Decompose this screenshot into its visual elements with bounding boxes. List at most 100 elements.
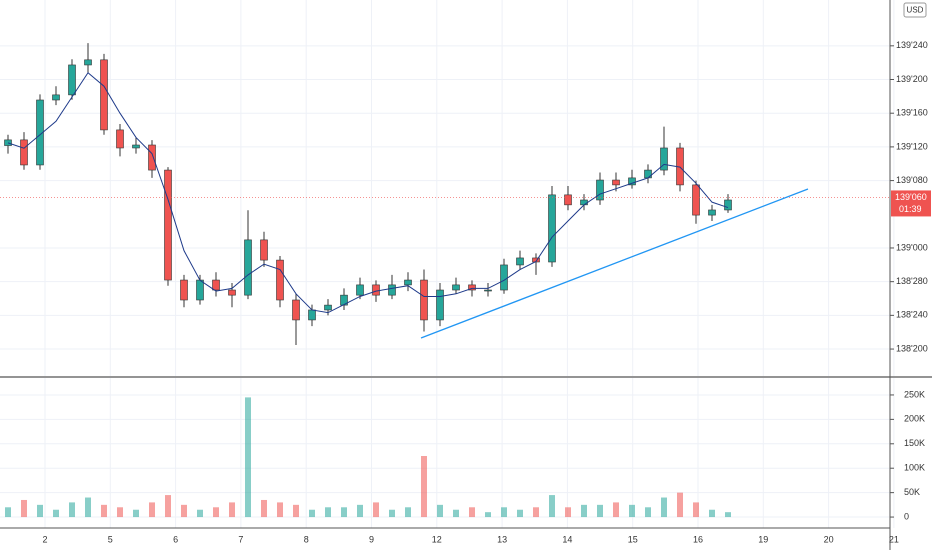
labels: 2 5 6 7 8 9 12 13 14 15 16 19 20 21 138'200 138'240 138'… <box>42 40 931 544</box>
x-tick-label: 19 <box>758 534 768 544</box>
volume-bar <box>245 397 251 518</box>
candle-body <box>548 194 556 263</box>
volume-bar <box>581 504 587 518</box>
volume-bar <box>661 497 667 518</box>
candle-body <box>84 59 92 66</box>
volume-bar <box>693 502 699 518</box>
y-tick-label: 139'120 <box>896 141 928 151</box>
x-tick-label: 20 <box>824 534 834 544</box>
y-tick-label: 139'200 <box>896 74 928 84</box>
volume-bar <box>549 495 555 518</box>
candle-body <box>500 264 508 291</box>
candle-body <box>436 289 444 321</box>
y-tick-label: 139'000 <box>896 242 928 252</box>
volume-bar <box>373 502 379 518</box>
currency-box[interactable] <box>903 2 927 18</box>
candle-body <box>260 239 268 261</box>
x-tick-label: 6 <box>173 534 178 544</box>
candle-body <box>516 257 524 266</box>
candle-body <box>580 199 588 206</box>
volume-bar <box>149 502 155 518</box>
grid <box>0 0 895 528</box>
volume-bar <box>197 509 203 518</box>
y-tick-label: 150K <box>904 438 925 448</box>
last-price-box <box>891 190 931 217</box>
last-price-label: 139'060 <box>895 192 927 202</box>
candle-body <box>196 279 204 301</box>
volume-bar <box>309 509 315 518</box>
volume-bar <box>389 509 395 518</box>
candle-body <box>20 139 28 166</box>
y-tick-label: 100K <box>904 463 925 473</box>
volume-bar <box>85 497 91 518</box>
volume-bar <box>709 509 715 518</box>
volume-bar <box>501 507 507 518</box>
candle-body <box>4 139 12 146</box>
volume-bar <box>437 504 443 518</box>
candle-body <box>596 179 604 201</box>
y-tick-label: 139'160 <box>896 108 928 118</box>
candle-body <box>228 289 236 296</box>
volume-bar <box>53 509 59 518</box>
volume-bar <box>597 504 603 518</box>
candle-body <box>244 239 252 296</box>
volume-bar <box>213 507 219 518</box>
moving-average <box>7 72 729 314</box>
candle-body <box>292 299 300 321</box>
volume-bar <box>341 507 347 518</box>
volume-bar <box>645 507 651 518</box>
volume-bar <box>453 509 459 518</box>
candle-body <box>164 169 172 281</box>
volume-bar <box>405 507 411 518</box>
volume-bar <box>133 509 139 518</box>
volume-bar <box>261 499 267 518</box>
trend-line <box>420 188 809 339</box>
y-tick-label: 138'200 <box>896 343 928 353</box>
volume-bar <box>677 492 683 518</box>
x-tick-label: 13 <box>497 534 507 544</box>
countdown: 01:39 <box>899 204 922 214</box>
volume-bar <box>357 504 363 518</box>
y-tick-label: 139'080 <box>896 175 928 185</box>
volume-bar <box>37 504 43 518</box>
volume-bar <box>181 504 187 518</box>
candle-body <box>212 279 220 291</box>
candle-body <box>708 209 716 216</box>
volume-bar <box>485 512 491 518</box>
x-tick-label: 5 <box>108 534 113 544</box>
candle-body <box>372 284 380 296</box>
y-tick-label: 250K <box>904 389 925 399</box>
candle-body <box>324 304 332 311</box>
candle-body <box>116 129 124 149</box>
volume-bar <box>293 504 299 518</box>
volume-bar <box>517 509 523 518</box>
candle-body <box>148 144 156 171</box>
candle-body <box>484 289 492 292</box>
candle-body <box>68 64 76 96</box>
candle-body <box>276 259 284 301</box>
candle-body <box>564 194 572 206</box>
volume-bar <box>325 507 331 518</box>
volume-bar <box>277 502 283 518</box>
candle-body <box>100 59 108 131</box>
marks <box>0 43 890 518</box>
x-tick-label: 14 <box>562 534 572 544</box>
candle-body <box>180 279 188 301</box>
y-tick-label: 139'240 <box>896 40 928 50</box>
candle-body <box>628 177 636 186</box>
volume-bar <box>21 499 27 518</box>
volume-bar <box>533 507 539 518</box>
volume-bar <box>421 456 427 518</box>
currency: USD <box>907 6 924 15</box>
candle-body <box>452 284 460 291</box>
candle-body <box>612 179 620 186</box>
x-tick-label: 21 <box>889 534 899 544</box>
candle-body <box>388 284 396 296</box>
x-tick-label: 16 <box>693 534 703 544</box>
candle-body <box>132 144 140 149</box>
x-tick-label: 15 <box>628 534 638 544</box>
x-tick-label: 9 <box>369 534 374 544</box>
candle-body <box>404 279 412 286</box>
x-tick-label: 12 <box>432 534 442 544</box>
